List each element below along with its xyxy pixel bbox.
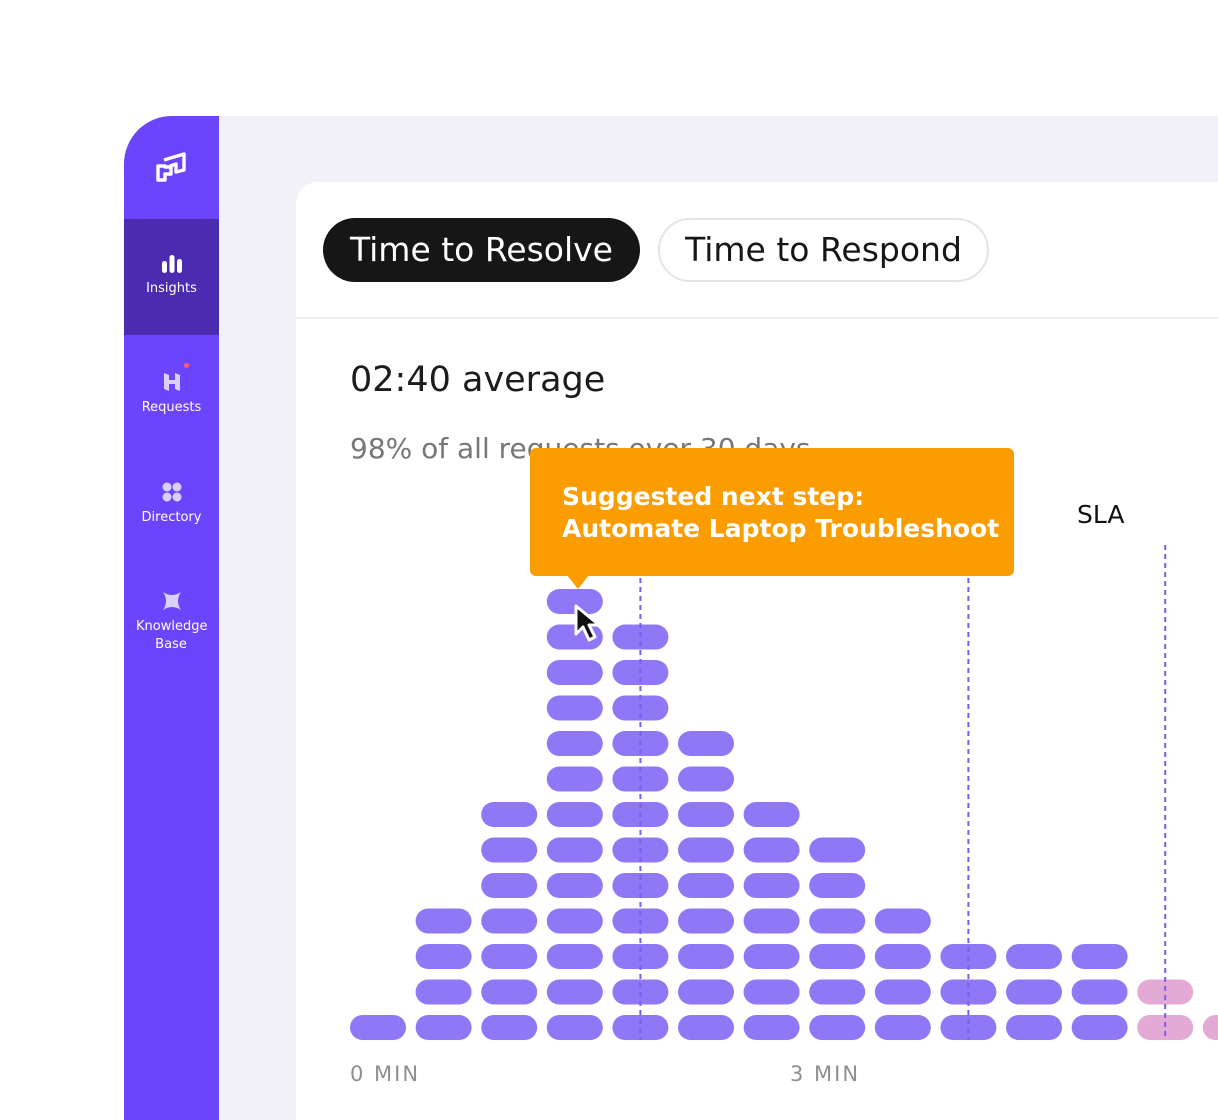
histogram-pill[interactable] bbox=[743, 837, 800, 863]
histogram-pill[interactable] bbox=[481, 837, 538, 863]
histogram-pill[interactable] bbox=[481, 979, 538, 1005]
histogram-pill[interactable] bbox=[1202, 1015, 1218, 1040]
histogram-pill[interactable] bbox=[678, 802, 734, 827]
histogram-pill[interactable] bbox=[678, 873, 734, 898]
sidebar-item-directory[interactable]: Directory bbox=[124, 476, 219, 556]
sidebar-item-label: Knowledge Base bbox=[136, 619, 208, 652]
x-tick-label: 3 MIN bbox=[790, 1062, 861, 1086]
histogram-pill[interactable] bbox=[546, 695, 603, 721]
sidebar-item-requests[interactable]: Requests bbox=[124, 363, 219, 446]
histogram-pill[interactable] bbox=[415, 944, 472, 969]
directory-icon bbox=[162, 482, 181, 502]
tooltip-pointer bbox=[567, 575, 589, 589]
histogram-pill[interactable] bbox=[809, 944, 866, 969]
histogram-pill[interactable] bbox=[1006, 1015, 1062, 1040]
tab-time-to-respond[interactable]: Time to Respond bbox=[658, 218, 989, 282]
histogram-pill[interactable] bbox=[678, 766, 734, 792]
app-window: Insights Requests Directory Knowledge Ba… bbox=[124, 116, 1218, 1120]
sidebar-item-label: Requests bbox=[141, 400, 202, 415]
average-value: 02:40 average bbox=[350, 360, 606, 400]
histogram-pill[interactable] bbox=[415, 1015, 472, 1040]
histogram-pill[interactable] bbox=[415, 979, 472, 1005]
histogram-pill[interactable] bbox=[1006, 979, 1062, 1005]
histogram-pill[interactable] bbox=[1071, 1015, 1128, 1040]
sidebar-item-knowledge-base[interactable]: Knowledge Base bbox=[124, 586, 219, 686]
sidebar-item-label: Directory bbox=[141, 510, 202, 525]
histogram-pill[interactable] bbox=[546, 979, 603, 1005]
histogram-pill[interactable] bbox=[743, 944, 800, 969]
divider bbox=[296, 317, 1218, 319]
histogram-pill[interactable] bbox=[1137, 979, 1194, 1005]
histogram-pill[interactable] bbox=[743, 979, 800, 1005]
histogram-pill[interactable] bbox=[743, 873, 800, 898]
histogram-pill[interactable] bbox=[1137, 1015, 1194, 1040]
histogram-pill[interactable] bbox=[678, 979, 734, 1005]
histogram-pill[interactable] bbox=[874, 979, 931, 1005]
histogram-pill[interactable] bbox=[612, 1015, 669, 1040]
histogram-pill[interactable] bbox=[415, 908, 472, 934]
sla-label: SLA bbox=[1077, 500, 1125, 529]
histogram-pill[interactable] bbox=[743, 1015, 800, 1040]
knowledge-base-icon bbox=[162, 592, 181, 610]
histogram-pill[interactable] bbox=[874, 944, 931, 969]
histogram-pill[interactable] bbox=[743, 908, 800, 934]
histogram-pill[interactable] bbox=[546, 908, 603, 934]
histogram-pill[interactable] bbox=[546, 802, 603, 827]
mouse-cursor-icon bbox=[574, 604, 601, 642]
histogram-pill[interactable] bbox=[678, 908, 734, 934]
histogram-pill[interactable] bbox=[940, 1015, 997, 1040]
sidebar-item-insights[interactable]: Insights bbox=[124, 219, 219, 335]
histogram-pill[interactable] bbox=[546, 1015, 603, 1040]
histogram-pill[interactable] bbox=[1071, 944, 1128, 969]
tooltip-suggestion: Automate Laptop Troubleshoot bbox=[562, 514, 1000, 543]
histogram-pill[interactable] bbox=[1006, 944, 1062, 969]
notification-dot bbox=[184, 363, 189, 368]
tab-time-to-resolve[interactable]: Time to Resolve bbox=[323, 218, 640, 282]
histogram-pill[interactable] bbox=[678, 944, 734, 969]
histogram-pill[interactable] bbox=[743, 802, 800, 827]
histogram-pill[interactable] bbox=[350, 1015, 406, 1040]
histogram-pill[interactable] bbox=[809, 837, 866, 863]
histogram-pill[interactable] bbox=[678, 731, 734, 756]
histogram-pill[interactable] bbox=[546, 837, 603, 863]
histogram-pill[interactable] bbox=[481, 908, 538, 934]
brand-logo-icon[interactable] bbox=[154, 150, 190, 186]
tooltip-title: Suggested next step: bbox=[562, 482, 865, 511]
histogram-pill[interactable] bbox=[678, 837, 734, 863]
histogram-pill[interactable] bbox=[874, 1015, 931, 1040]
histogram-pill[interactable] bbox=[678, 1015, 734, 1040]
histogram-pill[interactable] bbox=[546, 660, 603, 685]
sidebar: Insights Requests Directory Knowledge Ba… bbox=[124, 116, 219, 1120]
histogram-pill[interactable] bbox=[546, 944, 603, 969]
histogram-pill[interactable] bbox=[809, 908, 866, 934]
histogram-pill[interactable] bbox=[481, 944, 538, 969]
histogram-pill[interactable] bbox=[481, 1015, 538, 1040]
bar-chart-icon bbox=[161, 255, 182, 273]
sidebar-item-label: Insights bbox=[146, 281, 197, 296]
histogram-pill[interactable] bbox=[481, 873, 538, 898]
histogram-pill[interactable] bbox=[809, 1015, 866, 1040]
histogram-pill[interactable] bbox=[1071, 979, 1128, 1005]
histogram-pill[interactable] bbox=[481, 802, 538, 827]
histogram-pill[interactable] bbox=[546, 766, 603, 792]
histogram-pill[interactable] bbox=[546, 589, 603, 614]
histogram-pill[interactable] bbox=[874, 908, 931, 934]
requests-icon bbox=[163, 373, 180, 391]
histogram-pill[interactable] bbox=[809, 979, 866, 1005]
x-tick-label: 0 MIN bbox=[350, 1062, 421, 1086]
suggestion-tooltip[interactable]: Suggested next step: Automate Laptop Tro… bbox=[530, 448, 1014, 576]
histogram-pill[interactable] bbox=[809, 873, 866, 898]
histogram-pill[interactable] bbox=[546, 731, 603, 756]
histogram-pill[interactable] bbox=[546, 873, 603, 898]
